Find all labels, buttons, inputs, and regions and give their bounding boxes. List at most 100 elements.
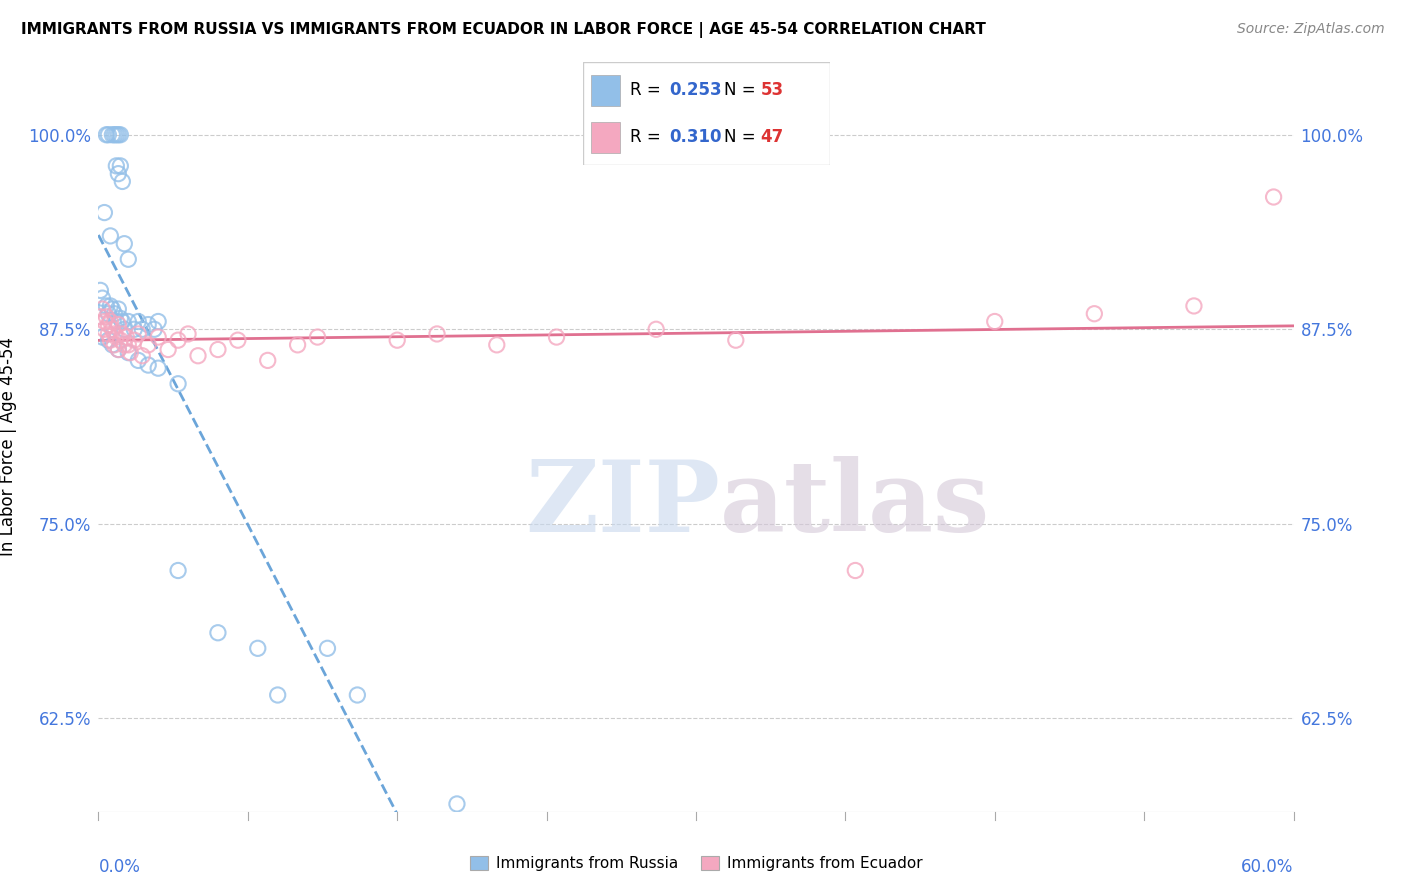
Point (167, 376, 190, 391)
Point (107, 318, 129, 332)
Point (127, 326, 149, 341)
Point (97, 333, 120, 347)
Point (446, 797, 468, 811)
Point (136, 338, 159, 352)
Point (103, 128, 125, 142)
Text: N =: N = (724, 81, 761, 99)
Point (148, 330, 170, 344)
Point (91, 301, 114, 316)
Point (136, 318, 159, 332)
Point (97, 128, 120, 142)
Point (98, 333, 122, 347)
Text: IMMIGRANTS FROM RUSSIA VS IMMIGRANTS FROM ECUADOR IN LABOR FORCE | AGE 45-54 COR: IMMIGRANTS FROM RUSSIA VS IMMIGRANTS FRO… (21, 22, 986, 38)
Point (112, 236, 135, 251)
Point (148, 314, 170, 328)
Point (110, 333, 132, 347)
Point (105, 330, 128, 344)
Point (127, 314, 149, 328)
Point (93, 314, 115, 328)
Point (984, 314, 1007, 328)
Point (117, 345, 139, 359)
Text: N =: N = (724, 128, 761, 146)
Point (112, 322, 135, 336)
Point (98, 228, 122, 243)
Point (136, 358, 159, 372)
Point (117, 252, 139, 267)
Point (177, 326, 200, 341)
Point (120, 345, 142, 359)
Text: atlas: atlas (720, 456, 990, 553)
Point (267, 688, 290, 702)
Text: 0.310: 0.310 (669, 128, 723, 146)
Point (93, 205, 115, 219)
Point (115, 330, 138, 344)
Point (98, 299, 122, 313)
Point (246, 641, 269, 656)
Point (157, 343, 180, 357)
Point (97, 307, 120, 321)
Text: 53: 53 (761, 81, 783, 99)
Point (426, 326, 449, 341)
Point (207, 625, 229, 640)
Text: 0.0%: 0.0% (98, 858, 141, 877)
Point (107, 167, 129, 181)
Point (105, 314, 128, 328)
Text: 47: 47 (761, 128, 785, 146)
Point (110, 311, 132, 326)
Point (107, 301, 129, 316)
Point (89, 310, 111, 324)
Point (101, 301, 124, 316)
Point (96, 299, 118, 313)
Point (103, 307, 125, 321)
Point (1083, 307, 1105, 321)
Point (110, 159, 132, 173)
Point (105, 128, 128, 142)
Y-axis label: In Labor Force | Age 45-54: In Labor Force | Age 45-54 (0, 336, 17, 556)
Point (103, 338, 125, 352)
Point (93, 322, 115, 336)
Text: Source: ZipAtlas.com: Source: ZipAtlas.com (1237, 22, 1385, 37)
Point (167, 333, 190, 347)
Point (96, 310, 118, 324)
Point (485, 338, 508, 352)
Point (111, 314, 134, 328)
Point (124, 333, 146, 347)
Point (127, 353, 149, 368)
Point (346, 688, 368, 702)
Point (1263, 190, 1285, 204)
Point (107, 343, 129, 357)
Point (385, 333, 409, 347)
Point (101, 338, 124, 352)
Point (167, 564, 190, 578)
Point (187, 349, 209, 363)
Point (111, 326, 134, 341)
Point (96, 128, 118, 142)
Point (1182, 299, 1205, 313)
Point (148, 361, 170, 376)
Text: R =: R = (630, 128, 666, 146)
Point (97, 326, 120, 341)
Bar (591, 75, 620, 105)
Point (287, 338, 309, 352)
Text: 0.253: 0.253 (669, 81, 723, 99)
Point (117, 314, 139, 328)
Point (91, 330, 114, 344)
Point (546, 330, 568, 344)
Point (107, 128, 129, 142)
Point (98, 314, 122, 328)
Point (91, 291, 114, 305)
Point (97, 318, 120, 332)
Bar (591, 122, 620, 153)
Point (110, 128, 132, 142)
Point (124, 322, 146, 336)
Point (307, 330, 329, 344)
Point (316, 641, 339, 656)
Point (112, 338, 135, 352)
Point (89, 284, 111, 298)
Point (844, 564, 866, 578)
Text: ZIP: ZIP (524, 456, 720, 553)
Point (117, 338, 139, 352)
Legend: Immigrants from Russia, Immigrants from Ecuador: Immigrants from Russia, Immigrants from … (464, 850, 928, 877)
Point (131, 349, 153, 363)
Point (207, 343, 229, 357)
